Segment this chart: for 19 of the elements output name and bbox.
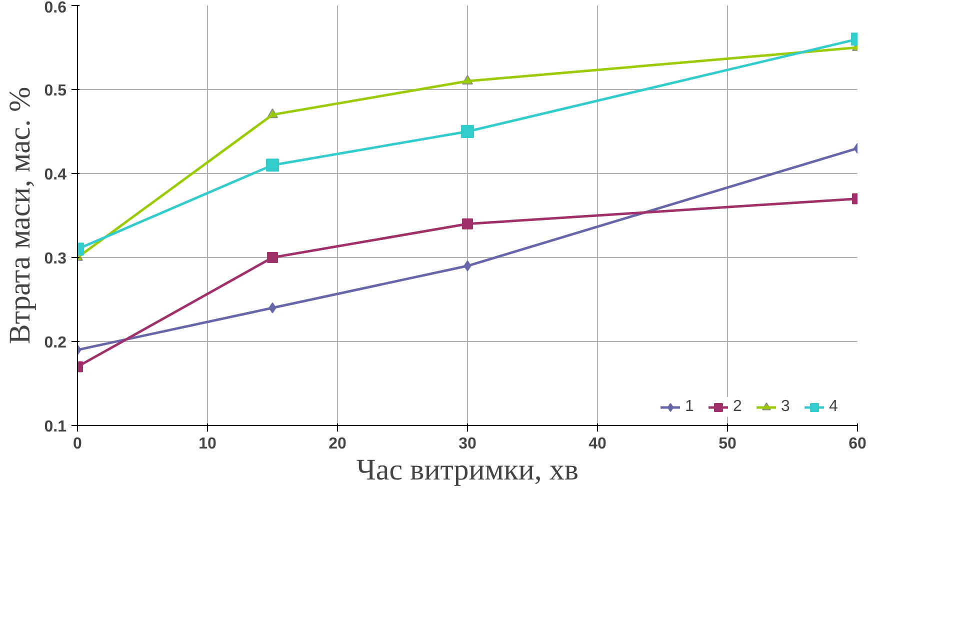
x-tick-label: 0 (73, 436, 82, 452)
y-tick-label: 0.1 (44, 418, 67, 436)
y-axis-title: Втрата маси, мас. % (3, 86, 36, 344)
x-tick-label: 60 (848, 436, 866, 452)
y-tick-label: 0.4 (44, 166, 67, 184)
x-axis-title: Час витримки, хв (356, 454, 579, 486)
x-tick-label: 40 (588, 436, 606, 452)
y-tick-label: 0.5 (44, 82, 67, 100)
y-tick-label: 0.3 (44, 250, 67, 268)
x-tick-label: 30 (458, 436, 476, 452)
x-tick-label: 10 (198, 436, 216, 452)
legend-label: 4 (829, 398, 839, 416)
y-tick-label: 0.6 (44, 0, 67, 16)
legend-label: 2 (733, 398, 743, 416)
y-tick-label: 0.2 (44, 334, 67, 352)
legend-label: 1 (685, 398, 695, 416)
legend-label: 3 (781, 398, 791, 416)
x-tick-label: 20 (328, 436, 346, 452)
x-tick-label: 50 (718, 436, 736, 452)
